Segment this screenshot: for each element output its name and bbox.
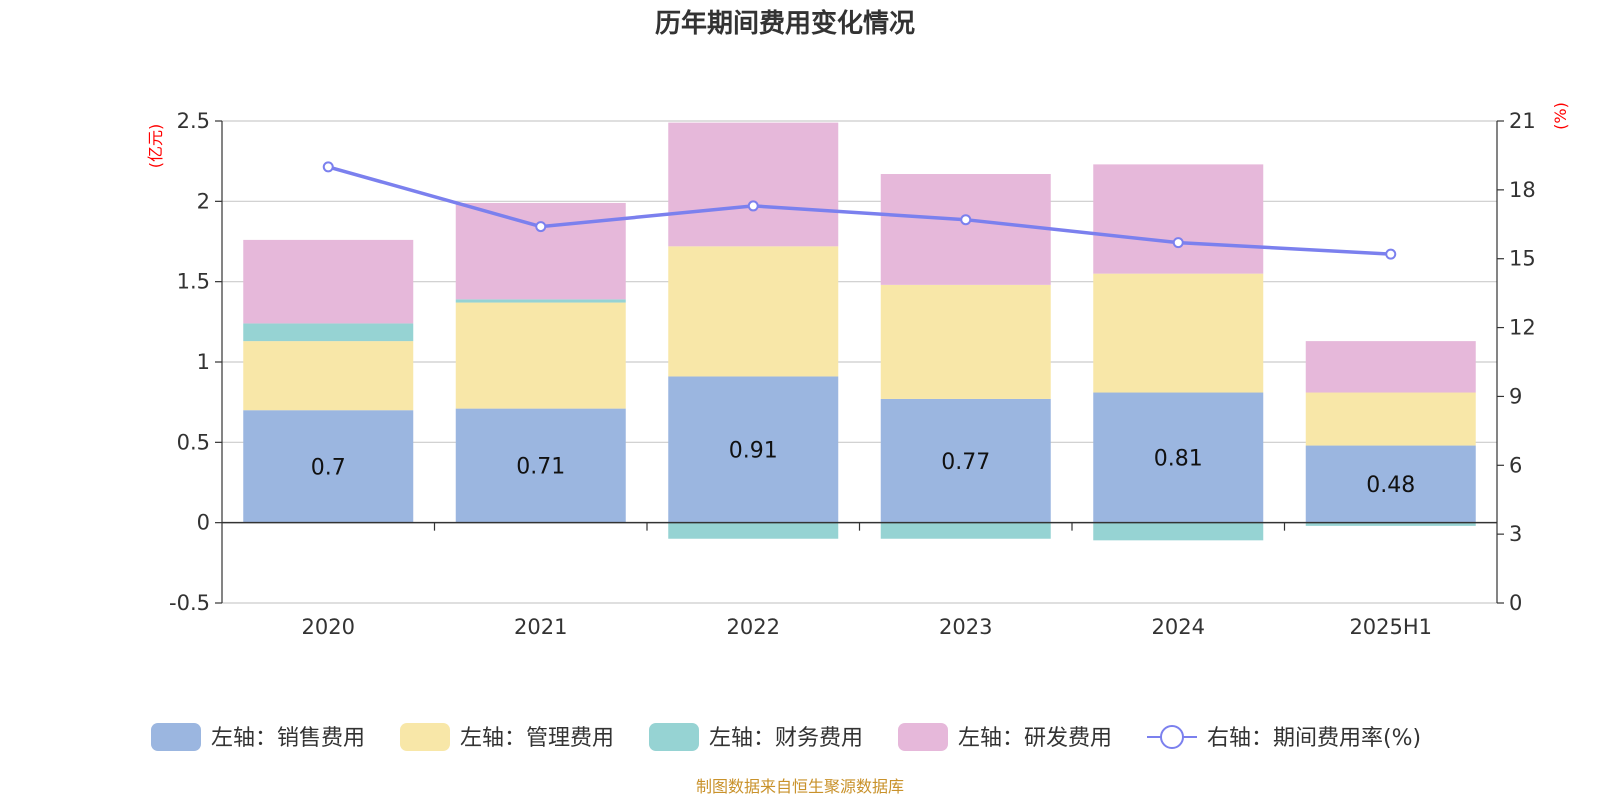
bar-segment	[1093, 522, 1264, 541]
legend-label: 左轴：管理费用	[460, 726, 614, 751]
bar-segment	[1305, 522, 1476, 526]
left-tick-label: 0	[197, 511, 210, 535]
rate-point	[322, 161, 334, 173]
legend-swatch	[400, 723, 450, 751]
rate-point	[1172, 237, 1184, 249]
bar-value-label: 0.71	[516, 455, 565, 480]
bar-segment	[1093, 164, 1264, 274]
rate-point	[1385, 248, 1397, 260]
bar-segment	[880, 398, 1051, 523]
bar-segment	[1093, 392, 1264, 523]
x-tick-label: 2024	[1152, 615, 1205, 639]
bar-segment	[880, 174, 1051, 285]
right-tick-label: 3	[1509, 522, 1522, 546]
left-axis-unit: (亿元)	[146, 124, 165, 169]
legend-label: 左轴：财务费用	[709, 726, 863, 751]
bar-labels: 0.7 0.71 0.91 0.77 0.81 0.48	[311, 439, 1415, 499]
bar-segment	[668, 376, 839, 523]
legend-swatch	[151, 723, 201, 751]
rate-point	[747, 200, 759, 212]
bars	[243, 122, 1476, 541]
bar-segment	[668, 522, 839, 539]
right-tick-label: 9	[1509, 384, 1522, 408]
bar-segment	[668, 246, 839, 377]
bar-value-label: 0.48	[1366, 473, 1415, 498]
bar-value-label: 0.77	[941, 450, 990, 475]
right-tick-label: 6	[1509, 453, 1522, 477]
bar-segment	[880, 522, 1051, 539]
bar-segment	[455, 408, 626, 523]
rate-point	[535, 221, 547, 233]
data-source-note: 制图数据来自恒生聚源数据库	[696, 777, 904, 796]
right-tick-label: 12	[1509, 316, 1536, 340]
grid-lines	[222, 120, 1497, 604]
bar-value-label: 0.7	[311, 455, 346, 480]
legend-circle-marker	[1160, 725, 1184, 749]
x-tick-label: 2022	[727, 615, 780, 639]
bar-segment	[243, 239, 414, 324]
legend-label: 左轴：研发费用	[958, 726, 1112, 751]
bar-segment	[243, 341, 414, 411]
bar-segment	[1305, 341, 1476, 393]
legend-swatch	[898, 723, 948, 751]
bar-segment	[243, 410, 414, 523]
left-tick-label: 1	[197, 350, 210, 374]
bar-segment	[880, 284, 1051, 399]
left-tick-label: -0.5	[169, 591, 210, 615]
bar-segment	[1305, 392, 1476, 446]
left-tick-label: 0.5	[177, 430, 210, 454]
legend-swatch	[649, 723, 699, 751]
legend-label: 右轴：期间费用率(%)	[1207, 726, 1421, 751]
rate-line	[322, 161, 1397, 260]
legend: 左轴：销售费用 左轴：管理费用 左轴：财务费用 左轴：研发费用 右轴：期间费用率(%)	[151, 723, 1421, 751]
rate-line-path	[327, 165, 1391, 256]
right-tick-label: 21	[1509, 109, 1536, 133]
bar-segment	[455, 202, 626, 300]
bar-segment	[243, 323, 414, 342]
axes: 2.5 2 1.5 1 0.5 0 -0.5 21 18 15 12 9 6 3 0 2020 2021 2022…	[169, 109, 1536, 639]
bar-value-label: 0.81	[1154, 447, 1203, 472]
rate-point	[960, 214, 972, 226]
right-tick-label: 0	[1509, 591, 1522, 615]
right-axis-unit: (%)	[1551, 102, 1570, 130]
x-tick-label: 2021	[514, 615, 567, 639]
legend-label: 左轴：销售费用	[211, 726, 365, 751]
left-tick-label: 2.5	[177, 109, 210, 133]
x-tick-label: 2020	[302, 615, 355, 639]
right-tick-label: 18	[1509, 178, 1536, 202]
bar-segment	[455, 302, 626, 409]
bar-segment	[455, 299, 626, 303]
x-tick-label: 2025H1	[1349, 615, 1432, 639]
bar-segment	[668, 122, 839, 247]
bar-segment	[1093, 273, 1264, 393]
right-tick-label: 15	[1509, 247, 1536, 271]
left-tick-label: 2	[197, 189, 210, 213]
bar-value-label: 0.91	[729, 439, 778, 464]
left-tick-label: 1.5	[177, 270, 210, 294]
x-tick-label: 2023	[939, 615, 992, 639]
chart-title: 历年期间费用变化情况	[655, 8, 915, 39]
bar-segment	[1305, 445, 1476, 523]
